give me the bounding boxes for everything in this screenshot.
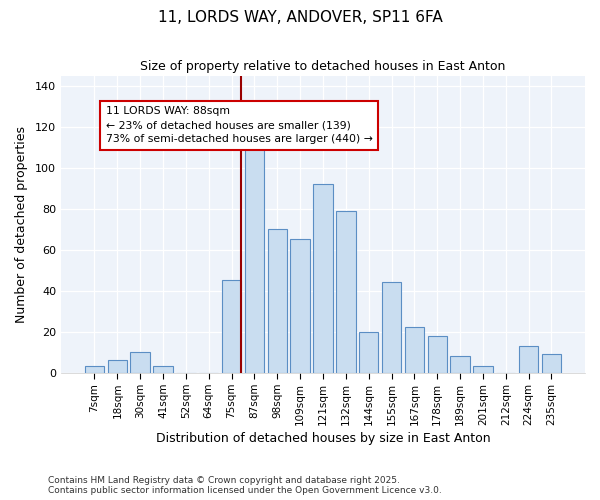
Bar — [313, 184, 332, 372]
Text: 11, LORDS WAY, ANDOVER, SP11 6FA: 11, LORDS WAY, ANDOVER, SP11 6FA — [158, 10, 442, 25]
Bar — [404, 328, 424, 372]
Y-axis label: Number of detached properties: Number of detached properties — [15, 126, 28, 322]
Bar — [85, 366, 104, 372]
Bar — [336, 210, 356, 372]
Bar — [382, 282, 401, 372]
Bar — [451, 356, 470, 372]
Title: Size of property relative to detached houses in East Anton: Size of property relative to detached ho… — [140, 60, 506, 73]
Text: 11 LORDS WAY: 88sqm
← 23% of detached houses are smaller (139)
73% of semi-detac: 11 LORDS WAY: 88sqm ← 23% of detached ho… — [106, 106, 373, 144]
X-axis label: Distribution of detached houses by size in East Anton: Distribution of detached houses by size … — [155, 432, 490, 445]
Bar — [245, 116, 264, 372]
Bar — [359, 332, 379, 372]
Bar — [473, 366, 493, 372]
Bar — [519, 346, 538, 372]
Text: Contains HM Land Registry data © Crown copyright and database right 2025.
Contai: Contains HM Land Registry data © Crown c… — [48, 476, 442, 495]
Bar — [542, 354, 561, 372]
Bar — [154, 366, 173, 372]
Bar — [268, 229, 287, 372]
Bar — [107, 360, 127, 372]
Bar — [428, 336, 447, 372]
Bar — [222, 280, 241, 372]
Bar — [130, 352, 150, 372]
Bar — [290, 240, 310, 372]
